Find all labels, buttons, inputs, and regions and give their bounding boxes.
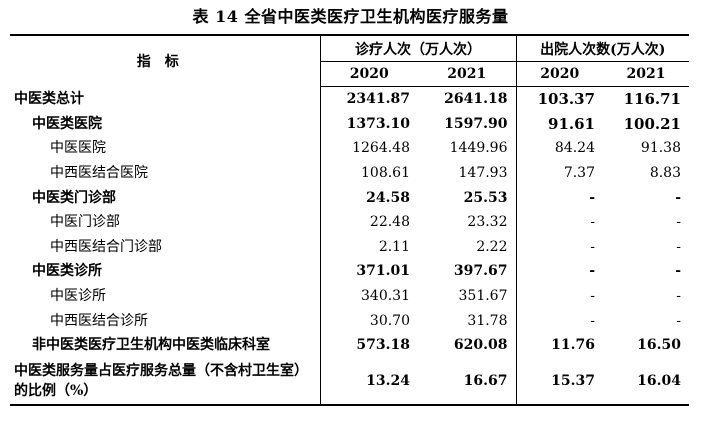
row-label: 中西医结合诊所 — [10, 308, 321, 333]
visits-2020: 573.18 — [356, 337, 410, 354]
table-row: 中医门诊部 22.48 23.32 - - — [10, 209, 689, 235]
visits-2020: 371.01 — [356, 263, 410, 280]
table-title: 表 14 全省中医类医疗卫生机构医疗服务量 — [192, 7, 509, 26]
row-label: 中医诊所 — [10, 283, 321, 309]
inpatients-2020: - — [590, 312, 595, 329]
header-indicator: 指标 — [10, 34, 321, 87]
inpatients-2021: - — [676, 312, 681, 329]
inpatients-2020: 91.61 — [548, 114, 595, 133]
table-row: 中西医结合诊所 30.70 31.78 - - — [10, 308, 689, 333]
visits-2021: 397.67 — [418, 259, 517, 284]
visits-2020: 24.58 — [366, 189, 410, 206]
visits-2021: 2.22 — [418, 234, 517, 260]
inpatients-2021: 91.38 — [640, 140, 681, 157]
inpatients-2021: - — [675, 189, 681, 206]
header-inpatients: 出院人次数(万人次) — [516, 34, 689, 62]
row-label: 中医类医院 — [10, 111, 321, 137]
visits-2021: 1597.90 — [418, 111, 517, 137]
row-label: 中西医结合门诊部 — [10, 234, 321, 260]
inpatients-2021: - — [675, 263, 681, 280]
inpatients-2021: - — [676, 288, 681, 305]
inpatients-2021: 100.21 — [623, 114, 681, 133]
visits-2021: 2641.18 — [418, 86, 517, 112]
header-year: 2021 — [603, 61, 689, 87]
table-row: 非中医类医疗卫生机构中医类临床科室 573.18 620.08 11.76 16… — [10, 332, 689, 358]
inpatients-2020: 11.76 — [551, 337, 595, 354]
visits-2020: 2341.87 — [346, 91, 410, 108]
row-label: 中医类总计 — [10, 86, 321, 112]
header-year: 2021 — [418, 61, 517, 87]
header-year: 2020 — [320, 61, 418, 87]
visits-2020: 13.24 — [320, 357, 418, 406]
table-row: 中西医结合医院 108.61 147.93 7.37 8.83 — [10, 160, 689, 186]
table-row: 中医类诊所 371.01 397.67 - - — [10, 259, 689, 284]
table-row: 中医类总计 2341.87 2641.18 103.37 116.71 — [10, 86, 689, 112]
table-row: 中医类服务量占医疗服务总量（不含村卫生室）的比例（%） 13.24 16.67 … — [10, 357, 689, 406]
header-year: 2020 — [516, 61, 603, 87]
visits-2021: 31.78 — [418, 308, 517, 333]
inpatients-2021: 8.83 — [649, 165, 681, 182]
visits-2021: 23.32 — [418, 209, 517, 235]
visits-2020: 1373.10 — [346, 115, 410, 132]
visits-2020: 1264.48 — [352, 140, 410, 157]
row-label: 中医类服务量占医疗服务总量（不含村卫生室）的比例（%） — [10, 357, 321, 406]
visits-2021: 25.53 — [418, 185, 517, 210]
inpatients-2020: 15.37 — [516, 357, 603, 406]
header-year-row: 2020 2021 2020 2021 — [10, 61, 689, 87]
visits-2021: 1449.96 — [418, 136, 517, 161]
row-label: 中医门诊部 — [10, 209, 321, 235]
visits-2021: 351.67 — [418, 283, 517, 309]
row-label: 中西医结合医院 — [10, 160, 321, 186]
inpatients-2020: - — [590, 214, 595, 231]
table-row: 中医类门诊部 24.58 25.53 - - — [10, 185, 689, 210]
medical-service-table: 指标 诊疗人次（万人次） 出院人次数(万人次) 2020 2021 2020 2… — [10, 34, 689, 406]
table-row: 中医诊所 340.31 351.67 - - — [10, 283, 689, 309]
visits-2020: 108.61 — [361, 165, 410, 182]
visits-2020: 22.48 — [369, 214, 410, 231]
inpatients-2020: 84.24 — [554, 140, 595, 157]
inpatients-2021: - — [676, 238, 681, 255]
header-visits: 诊疗人次（万人次） — [320, 34, 517, 62]
inpatients-2020: - — [590, 238, 595, 255]
row-label: 中医类门诊部 — [10, 185, 321, 210]
table-row: 中西医结合门诊部 2.11 2.22 - - — [10, 234, 689, 260]
inpatients-2021: 116.71 — [623, 90, 681, 109]
row-label: 中医医院 — [10, 136, 321, 161]
inpatients-2021: 16.50 — [637, 337, 681, 354]
visits-2020: 30.70 — [369, 312, 410, 329]
visits-2020: 2.11 — [378, 238, 410, 255]
table-row: 中医类医院 1373.10 1597.90 91.61 100.21 — [10, 111, 689, 137]
row-label: 非中医类医疗卫生机构中医类临床科室 — [10, 332, 321, 358]
inpatients-2021: - — [676, 214, 681, 231]
visits-2020: 340.31 — [361, 288, 410, 305]
inpatients-2021: 16.04 — [603, 357, 689, 406]
visits-2021: 16.67 — [418, 357, 517, 406]
header-row: 指标 诊疗人次（万人次） 出院人次数(万人次) — [10, 34, 689, 87]
visits-2021: 147.93 — [418, 160, 517, 186]
inpatients-2020: 103.37 — [537, 90, 595, 109]
table-row: 中医医院 1264.48 1449.96 84.24 91.38 — [10, 136, 689, 161]
inpatients-2020: - — [589, 263, 595, 280]
inpatients-2020: - — [589, 189, 595, 206]
inpatients-2020: - — [590, 288, 595, 305]
row-label: 中医类诊所 — [10, 259, 321, 284]
inpatients-2020: 7.37 — [563, 165, 595, 182]
visits-2021: 620.08 — [418, 332, 517, 358]
